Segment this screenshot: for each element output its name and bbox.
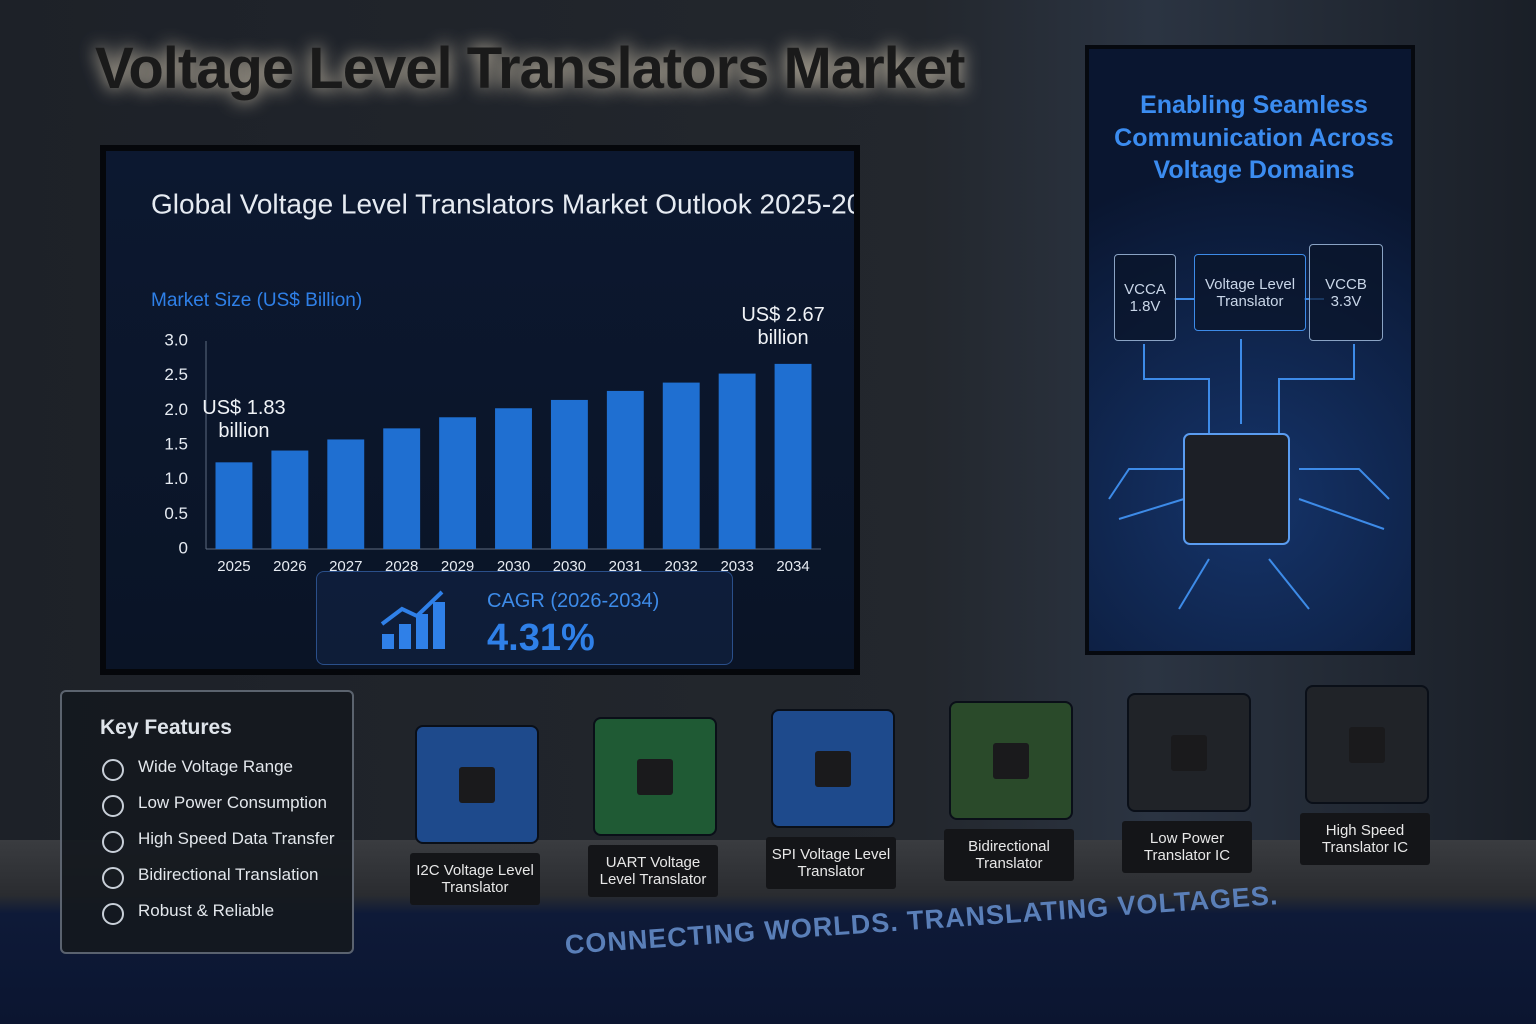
- y-tick-label: 0.5: [164, 504, 188, 523]
- diagram-box: Voltage Level Translator: [1194, 254, 1306, 331]
- y-tick-label: 0: [179, 538, 188, 557]
- x-tick-label: 2030: [553, 558, 586, 575]
- feature-item: Bidirectional Translation: [102, 865, 318, 889]
- bar: [439, 417, 477, 549]
- product-label: UART Voltage Level Translator: [588, 845, 718, 897]
- bar: [774, 363, 812, 549]
- product-chip: [1349, 727, 1385, 763]
- features-title: Key Features: [100, 716, 232, 739]
- product-chip: [993, 743, 1029, 779]
- feature-item: High Speed Data Transfer: [102, 829, 335, 853]
- feature-icon: [102, 795, 124, 817]
- bar: [662, 382, 700, 549]
- diagram-box: VCCA 1.8V: [1114, 254, 1176, 341]
- bar: [271, 450, 309, 549]
- x-tick-label: 2034: [776, 558, 809, 575]
- feature-icon: [102, 903, 124, 925]
- product-display: High Speed Translator IC: [1290, 685, 1440, 885]
- product-chip: [459, 767, 495, 803]
- features-panel: Key Features Wide Voltage Range Low Power…: [60, 690, 354, 954]
- product-display: Bidirectional Translator: [934, 701, 1084, 901]
- chart: Global Voltage Level Translators Market …: [151, 188, 854, 575]
- y-tick-label: 1.0: [164, 469, 188, 488]
- bar: [327, 439, 365, 549]
- y-tick-label: 2.5: [164, 365, 188, 384]
- x-tick-label: 2032: [665, 558, 698, 575]
- y-axis-label: Market Size (US$ Billion): [151, 290, 362, 311]
- headline: Voltage Level Translators Market: [95, 36, 965, 101]
- product-chip: [815, 751, 851, 787]
- bar: [215, 462, 253, 549]
- x-tick-label: 2033: [720, 558, 753, 575]
- chart-screen: Global Voltage Level Translators Market …: [100, 145, 860, 675]
- side-panel: Enabling Seamless Communication Across V…: [1085, 45, 1415, 655]
- product-board: [593, 717, 717, 836]
- feature-item: Robust & Reliable: [102, 901, 274, 925]
- chart-title: Global Voltage Level Translators Market …: [151, 188, 854, 219]
- product-board: [415, 725, 539, 844]
- feature-item: Wide Voltage Range: [102, 757, 293, 781]
- product-board: [1305, 685, 1429, 804]
- product-label: I2C Voltage Level Translator: [410, 853, 540, 905]
- growth-icon: [380, 590, 445, 649]
- y-tick-label: 1.5: [164, 434, 188, 453]
- bar: [718, 373, 756, 549]
- bar-annotation: US$ 2.67 billion: [741, 303, 825, 349]
- product-display: I2C Voltage Level Translator: [400, 725, 550, 925]
- circuit-art: [1108, 298, 1390, 610]
- feature-icon: [102, 759, 124, 781]
- product-chip: [1171, 735, 1207, 771]
- bar-annotation: US$ 1.83 billion: [202, 397, 286, 443]
- y-tick-label: 2.0: [164, 400, 188, 419]
- bar: [550, 399, 588, 549]
- product-display: SPI Voltage Level Translator: [756, 709, 906, 909]
- x-tick-label: 2031: [609, 558, 642, 575]
- product-label: High Speed Translator IC: [1300, 813, 1430, 865]
- cagr-value: 4.31%: [487, 617, 595, 659]
- product-chip: [637, 759, 673, 795]
- product-label: Bidirectional Translator: [944, 829, 1074, 881]
- diagram-box: VCCB 3.3V: [1309, 244, 1383, 341]
- x-tick-label: 2027: [329, 558, 362, 575]
- bar: [383, 428, 421, 549]
- x-tick-label: 2026: [273, 558, 306, 575]
- product-board: [949, 701, 1073, 820]
- feature-item: Low Power Consumption: [102, 793, 327, 817]
- side-title: Enabling Seamless Communication Across V…: [1114, 91, 1394, 184]
- product-display: Low Power Translator IC: [1112, 693, 1262, 893]
- bar: [606, 390, 644, 549]
- product-display: UART Voltage Level Translator: [578, 717, 728, 917]
- cagr-label: CAGR (2026-2034): [487, 590, 660, 612]
- feature-icon: [102, 831, 124, 853]
- x-tick-label: 2028: [385, 558, 418, 575]
- x-tick-label: 2030: [497, 558, 530, 575]
- bar: [495, 408, 532, 549]
- product-board: [1127, 693, 1251, 812]
- product-label: Low Power Translator IC: [1122, 821, 1252, 873]
- product-label: SPI Voltage Level Translator: [766, 837, 896, 889]
- feature-icon: [102, 867, 124, 889]
- x-tick-label: 2025: [217, 558, 250, 575]
- product-board: [771, 709, 895, 828]
- cagr-box: CAGR (2026-2034) 4.31%: [316, 571, 733, 665]
- y-tick-label: 3.0: [164, 330, 188, 349]
- x-tick-label: 2029: [441, 558, 474, 575]
